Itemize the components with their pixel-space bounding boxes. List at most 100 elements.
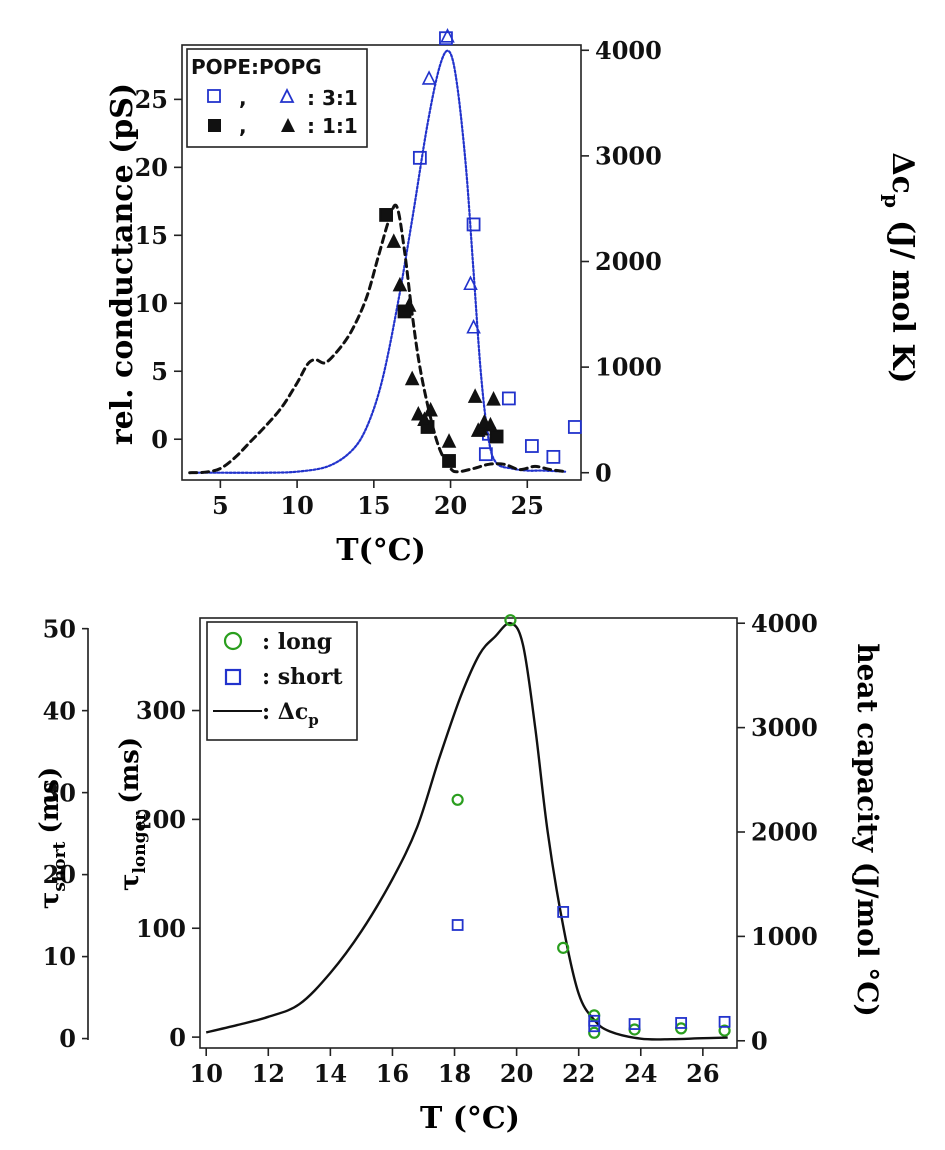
top-legend-label-1: : 3:1	[307, 86, 358, 110]
top-plot-frame	[181, 44, 582, 481]
bottom-y-left-tick-label: 300	[136, 696, 186, 725]
data-point-open-square	[524, 439, 539, 453]
legend-filled-triangle-icon	[281, 118, 295, 132]
top-panel: 5 10 15 20 25 0 5 10 15 20 25 0 1000 2000 3000 4000 T…	[105, 28, 920, 568]
top-y-left-tick-label: 25	[135, 85, 168, 114]
bottom-y-right-tick-label: 1000	[751, 922, 818, 951]
bottom-y-outer-tick-label: 0	[59, 1024, 76, 1053]
data-point-long	[504, 614, 517, 627]
bottom-x-tick-label: 16	[376, 1059, 409, 1088]
data-point-open-triangle	[421, 70, 437, 85]
top-x-tick-label: 25	[511, 491, 544, 520]
bottom-y-right-tick-label: 2000	[751, 818, 818, 847]
bottom-legend-label-long: : long	[262, 629, 332, 655]
bottom-y-outer-tick-label: 10	[43, 942, 76, 971]
data-point-filled-triangle	[401, 297, 417, 312]
bottom-y-outer-ticks: 0 10 20 30 40 50	[43, 614, 88, 1053]
bottom-y-left-tick-label: 200	[136, 805, 186, 834]
data-point-filled-triangle	[483, 416, 498, 432]
bottom-y-right-ticks: 0 1000 2000 3000 4000	[737, 609, 818, 1055]
data-point-filled-triangle	[386, 233, 402, 248]
bottom-y-right-tick-label: 3000	[751, 713, 818, 742]
data-point-short	[675, 1017, 688, 1029]
bottom-y-left-tick-label: 0	[169, 1023, 186, 1052]
bottom-y-right-tick-label: 4000	[751, 609, 818, 638]
bottom-legend-label-dcp-main: : Δc	[262, 699, 308, 725]
top-x-tick-label: 10	[280, 491, 313, 520]
data-point-filled-triangle	[467, 388, 483, 403]
legend-open-circle-icon	[223, 631, 243, 651]
bottom-x-tick-label: 26	[686, 1059, 719, 1088]
data-point-short	[588, 1020, 601, 1033]
bottom-y-left-label-main: τ	[115, 874, 145, 892]
top-x-axis-label: T(°C)	[336, 533, 426, 568]
data-point-filled-triangle	[423, 401, 438, 417]
data-point-short	[718, 1015, 731, 1028]
data-point-filled-triangle	[404, 370, 420, 386]
legend-open-triangle-icon	[279, 87, 295, 103]
top-legend-title: POPE:POPG	[191, 55, 322, 79]
legend-open-square-icon	[224, 668, 242, 686]
top-x-tick-label: 5	[212, 491, 229, 520]
top-legend-sep-1: ,	[239, 86, 247, 110]
bottom-legend-box	[206, 621, 358, 741]
bottom-y-left-ticks: 0 100 200 300	[136, 696, 200, 1052]
bottom-y-left-label: τlonger (ms)	[115, 737, 150, 891]
bottom-y-outer-label: τshort (ms)	[35, 767, 70, 909]
bottom-y-outer-tick-label: 20	[43, 860, 76, 889]
bottom-plot-frame	[199, 617, 738, 1049]
top-y-right-tick-label: 3000	[595, 142, 662, 171]
data-point-short	[628, 1018, 641, 1030]
top-x-ticks: 5 10 15 20 25	[212, 480, 544, 520]
top-x-tick-label: 20	[434, 491, 467, 520]
data-point-open-square	[546, 449, 561, 464]
top-y-right-tick-label: 4000	[595, 36, 662, 65]
data-point-long	[557, 941, 570, 954]
data-point-open-triangle	[463, 275, 478, 291]
bottom-y-left-label-sub: longer	[130, 811, 150, 874]
top-legend-label-2: : 1:1	[307, 114, 358, 138]
bottom-x-tick-label: 22	[562, 1059, 595, 1088]
data-point-filled-square	[379, 208, 394, 222]
top-x-tick-label: 15	[357, 491, 390, 520]
data-point-filled-triangle	[411, 405, 426, 421]
data-point-open-square	[412, 150, 427, 165]
data-point-filled-square	[442, 454, 456, 468]
legend-open-square-icon	[207, 89, 221, 103]
top-y-right-tick-label: 0	[595, 458, 612, 487]
bottom-markers	[451, 614, 731, 1039]
bottom-y-outer-label-units: (ms)	[35, 767, 65, 834]
bottom-y-outer-label-main: τ	[35, 892, 65, 910]
bottom-y-right-label: heat capacity (J/mol °C)	[851, 643, 884, 1017]
bottom-y-outer-tick-label: 40	[43, 696, 76, 725]
bottom-x-tick-label: 18	[438, 1059, 471, 1088]
bottom-y-outer-tick-label: 30	[43, 778, 76, 807]
top-y-right-label-units: (J/ mol K)	[885, 220, 920, 384]
bottom-curve-heat-capacity	[205, 621, 728, 1041]
data-point-open-square	[501, 391, 516, 406]
data-point-long	[451, 793, 464, 806]
bottom-legend-label-short: : short	[262, 664, 343, 690]
data-point-short	[451, 919, 464, 931]
top-y-right-label-main: Δc	[885, 152, 920, 194]
bottom-legend-label-dcp-sub: p	[308, 711, 319, 729]
top-y-right-tick-label: 1000	[595, 353, 662, 382]
bottom-y-outer-tick-label: 50	[43, 614, 76, 643]
data-point-open-square	[567, 420, 582, 434]
bottom-x-tick-label: 12	[252, 1059, 285, 1088]
bottom-y-left-tick-label: 100	[136, 914, 186, 943]
top-y-left-ticks: 0 5 10 15 20 25	[135, 85, 182, 454]
top-y-right-tick-label: 2000	[595, 247, 662, 276]
bottom-y-left-label-units: (ms)	[115, 737, 145, 804]
top-markers	[379, 28, 582, 468]
bottom-curves	[205, 621, 728, 1041]
top-y-left-tick-label: 5	[151, 357, 168, 386]
top-y-left-tick-label: 0	[151, 425, 168, 454]
data-point-open-triangle	[440, 28, 455, 43]
top-y-left-tick-label: 10	[135, 289, 168, 318]
top-y-left-tick-label: 15	[135, 221, 168, 250]
legend-filled-square-icon	[208, 119, 221, 132]
bottom-legend-label-dcp: : Δcp	[262, 699, 319, 729]
data-point-long	[718, 1024, 731, 1037]
